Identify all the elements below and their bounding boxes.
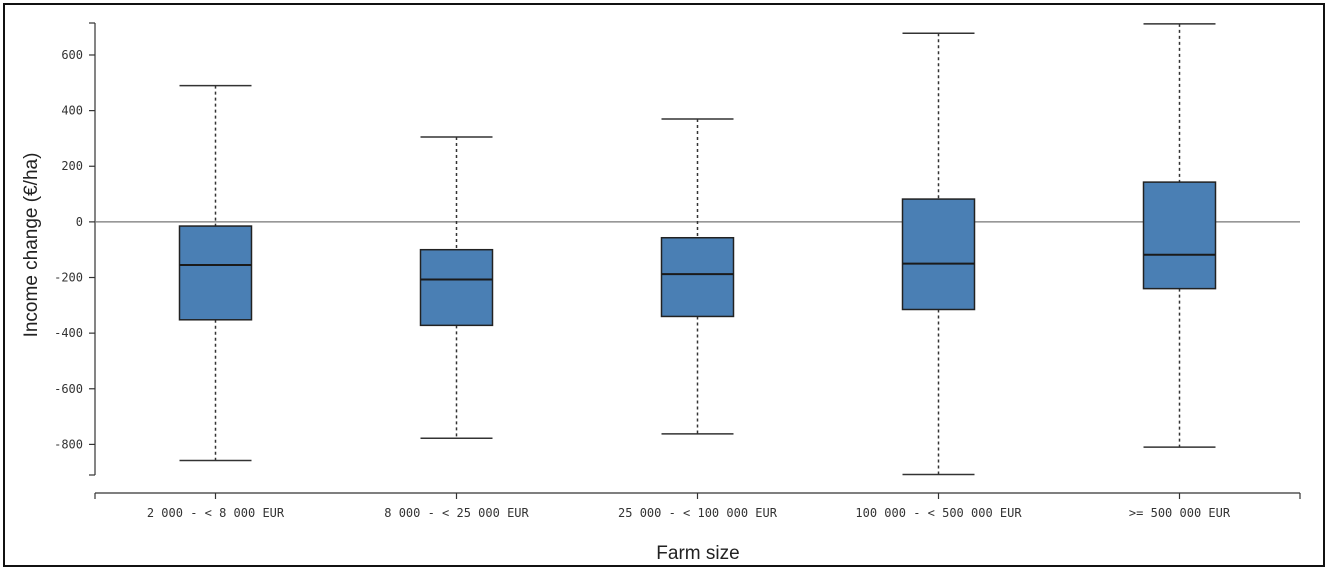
y-tick-label: -400: [54, 326, 83, 340]
iqr-box: [419, 248, 494, 327]
x-axis-title: Farm size: [656, 543, 739, 564]
box-group: [178, 84, 253, 462]
y-tick-label: -800: [54, 437, 83, 451]
chart-frame: 600 400 200 0 -200 -400 -600 -800 2 000 - < 8 0…: [3, 3, 1325, 567]
iqr-box: [660, 236, 735, 318]
y-tick-label: 0: [76, 215, 83, 229]
x-tick-label: 100 000 - < 500 000 EUR: [855, 506, 1022, 520]
y-tick-label: -600: [54, 382, 83, 396]
y-tick-label: 200: [61, 159, 83, 173]
x-tick-label: 2 000 - < 8 000 EUR: [147, 506, 285, 520]
box-series: [178, 23, 1217, 476]
y-tick-label: 400: [61, 104, 83, 118]
y-axis-title: Income change (€/ha): [21, 153, 42, 338]
y-tick-label: 600: [61, 48, 83, 62]
box-group: [901, 32, 976, 476]
box-group: [660, 118, 735, 435]
x-tick-label: 25 000 - < 100 000 EUR: [618, 506, 778, 520]
iqr-box: [178, 225, 253, 321]
x-axis: 2 000 - < 8 000 EUR 8 000 - < 25 000 EUR 2…: [94, 492, 1301, 520]
iqr-box: [901, 198, 976, 311]
box-group: [419, 136, 494, 440]
iqr-box: [1142, 181, 1217, 290]
boxplot-chart: 600 400 200 0 -200 -400 -600 -800 2 000 - < 8 0…: [21, 22, 1301, 564]
x-tick-label: 8 000 - < 25 000 EUR: [384, 506, 529, 520]
y-tick-label: -200: [54, 271, 83, 285]
y-axis: 600 400 200 0 -200 -400 -600 -800: [54, 22, 96, 476]
x-tick-label: >= 500 000 EUR: [1129, 506, 1231, 520]
box-group: [1142, 23, 1217, 448]
